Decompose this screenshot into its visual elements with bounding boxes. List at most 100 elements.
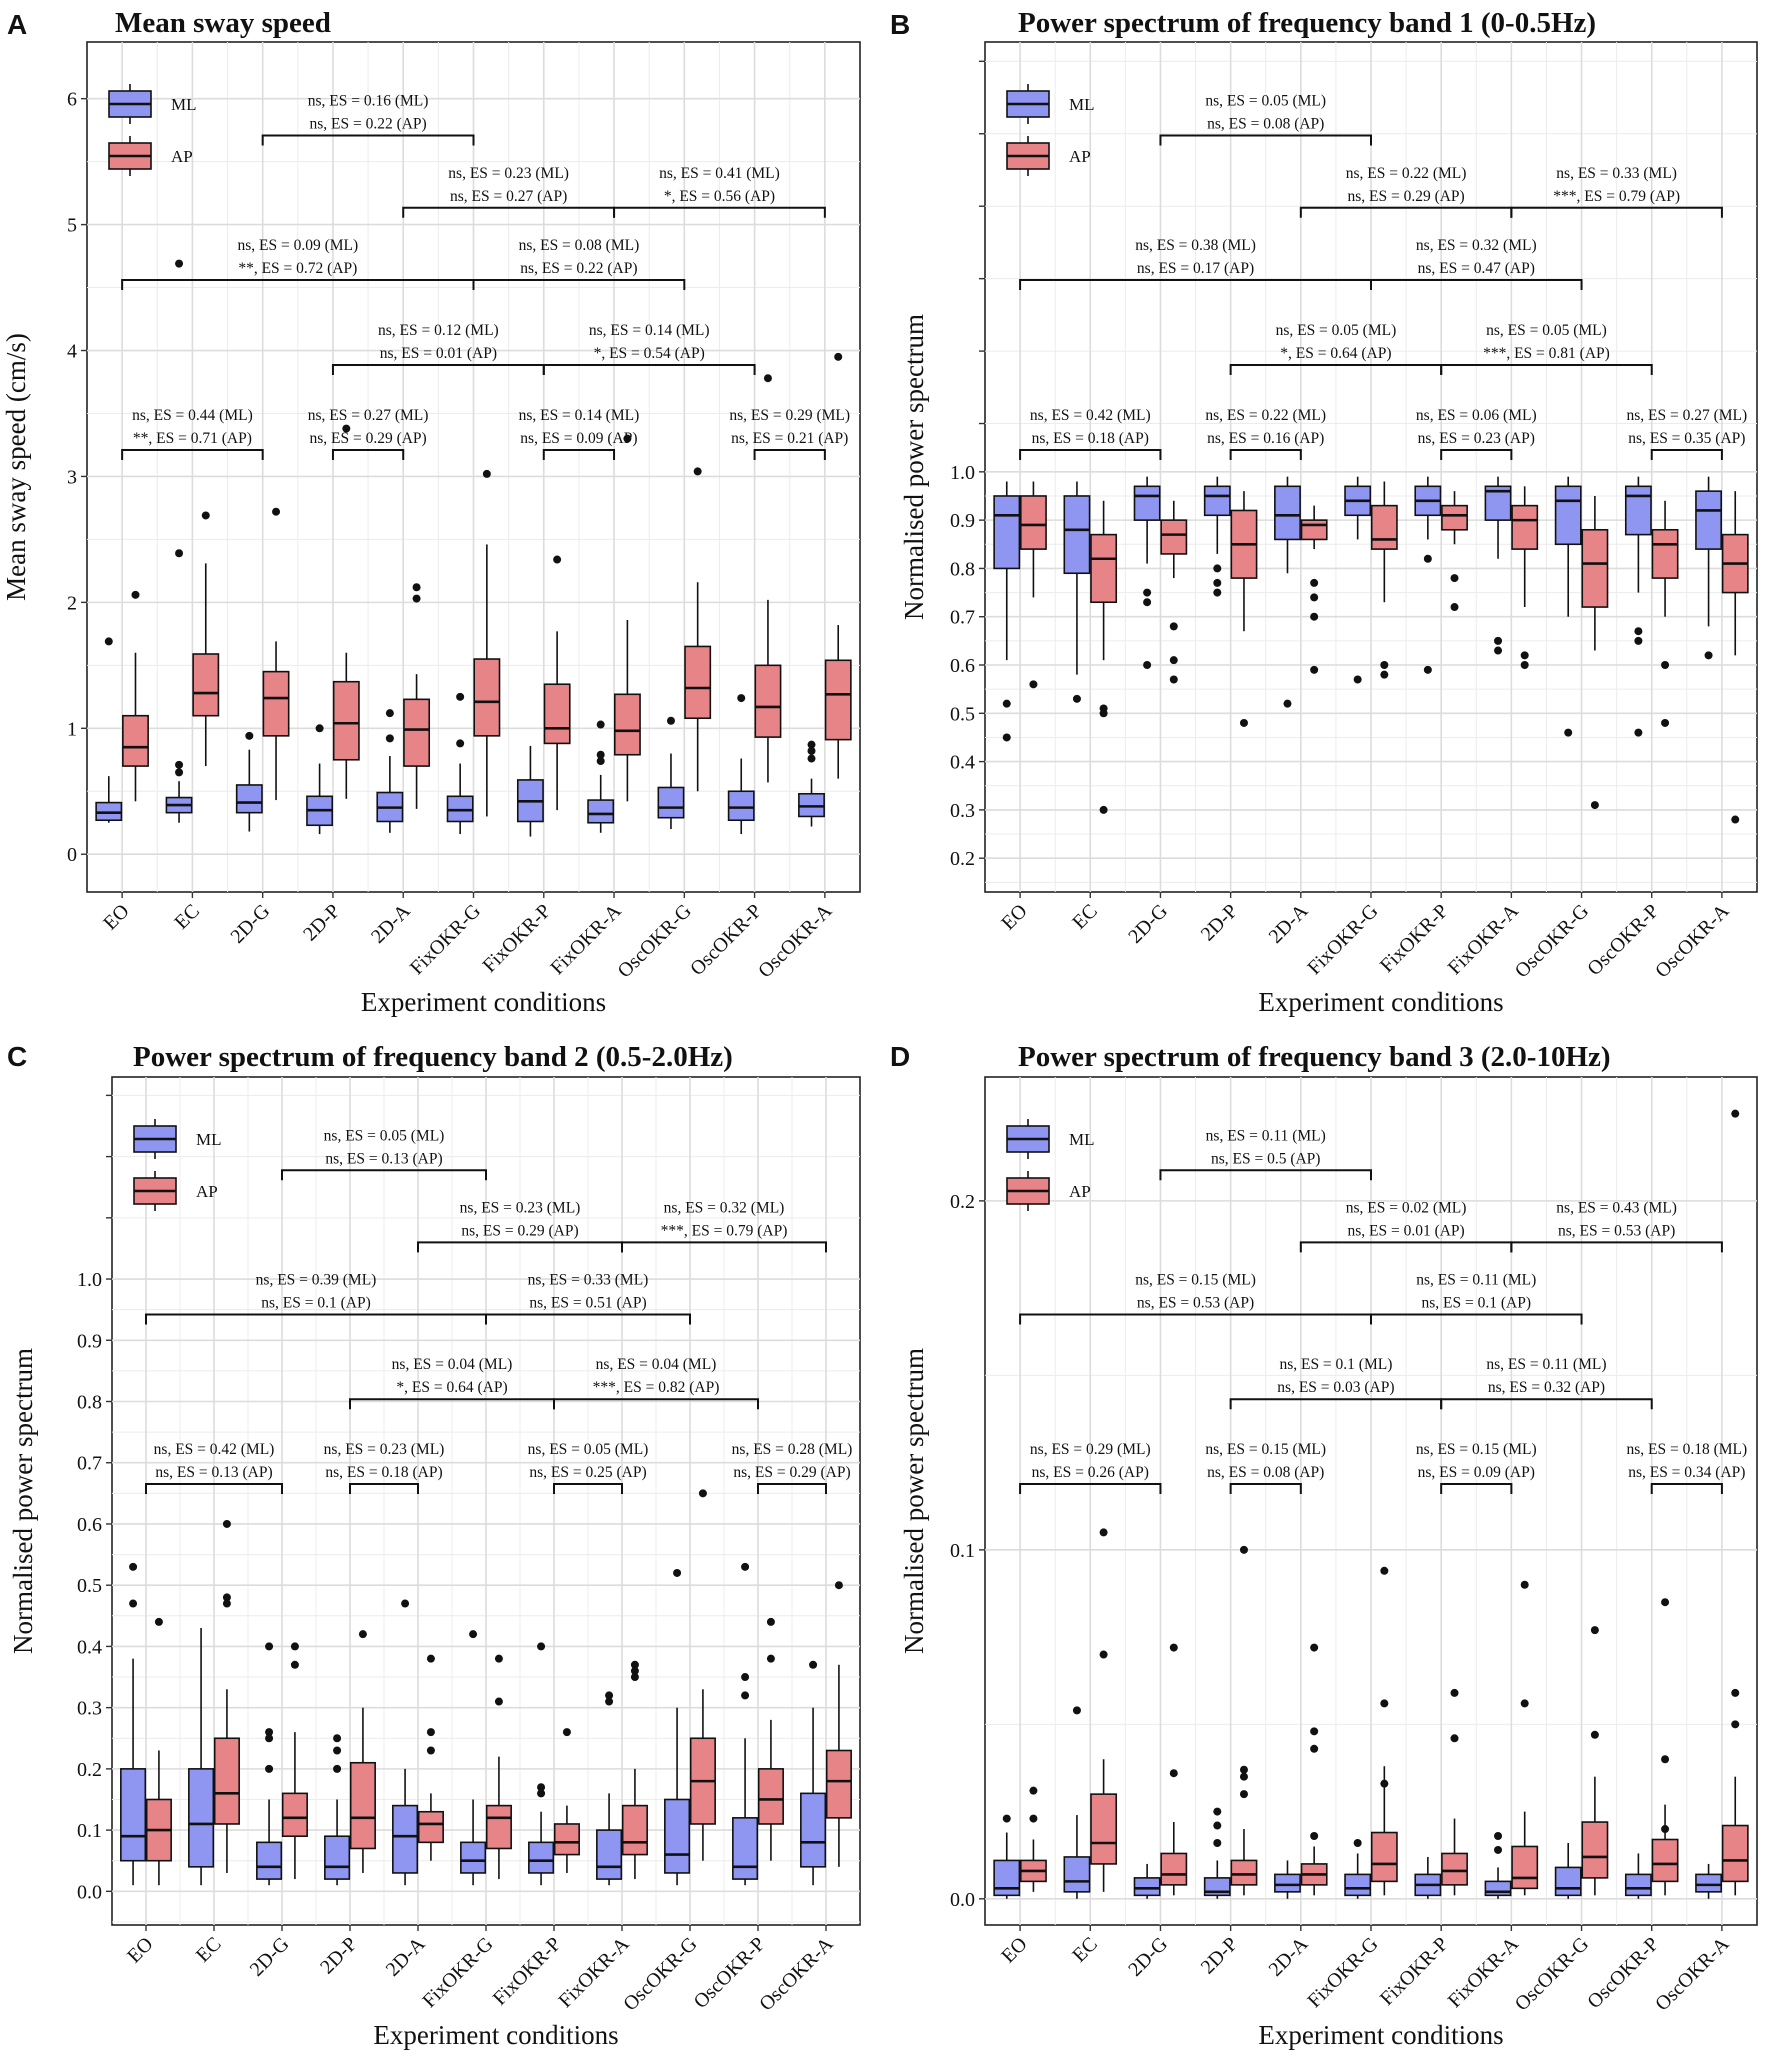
significance-bracket (757, 1483, 827, 1495)
outlier-point (494, 1697, 503, 1706)
outlier-point (1169, 622, 1178, 631)
outlier-point (412, 583, 421, 592)
x-tick-label: FixOKR-P (489, 1933, 566, 2010)
outlier-point (401, 1599, 410, 1608)
outlier-point (1564, 728, 1573, 737)
legend-item-ap: AP (1006, 1171, 1091, 1211)
boxplot-ap (1581, 495, 1609, 810)
outlier-point (265, 1642, 274, 1651)
boxplot-ap (1651, 500, 1679, 727)
annotation-ap: ns, ES = 0.22 (AP) (309, 116, 426, 133)
annotation-ml: ns, ES = 0.15 (ML) (1416, 1441, 1537, 1458)
boxplot-ap (684, 467, 712, 792)
significance-bracket (145, 1483, 283, 1495)
outlier-point (469, 1630, 478, 1639)
boxplot-ml (664, 1568, 691, 1886)
legend-label: AP (171, 147, 193, 166)
significance-bracket (1440, 1398, 1653, 1410)
box (281, 1792, 308, 1838)
significance-annotation: ns, ES = 0.04 (ML) ***, ES = 0.82 (AP) (553, 1356, 759, 1410)
x-tick-label: OscOKR-A (755, 1933, 838, 2016)
x-tick-label: 2D-G (226, 900, 274, 948)
y-tick-label: 0.9 (77, 1330, 102, 1352)
annotation-ap: ns, ES = 0.34 (AP) (1628, 1464, 1745, 1481)
annotation-ap: ns, ES = 0.08 (AP) (1207, 116, 1324, 133)
boxplot-ml (1624, 1853, 1652, 1899)
legend: ML AP (1006, 84, 1095, 176)
outlier-point (1450, 574, 1459, 583)
boxplot-ap (1230, 491, 1258, 727)
outlier-point (623, 434, 632, 443)
y-tick-label: 0.4 (77, 1636, 102, 1658)
chart-title: Power spectrum of frequency band 1 (0-0.… (1018, 7, 1596, 39)
outlier-point (426, 1728, 435, 1737)
annotation-ap: *, ES = 0.54 (AP) (594, 345, 705, 362)
outlier-point (1213, 1821, 1222, 1830)
significance-annotation: ns, ES = 0.05 (ML) ns, ES = 0.13 (AP) (281, 1127, 487, 1181)
series-ml (120, 1562, 827, 1886)
outlier-point (1143, 661, 1152, 670)
outlier-point (265, 1734, 274, 1743)
significance-annotation: ns, ES = 0.11 (ML) ns, ES = 0.32 (AP) (1440, 1356, 1653, 1410)
boxplot-ap (145, 1617, 172, 1886)
outlier-point (596, 720, 605, 729)
outlier-point (1353, 1838, 1362, 1847)
x-tick-label: OscOKR-G (1511, 900, 1593, 982)
boxplot-ml (798, 740, 825, 827)
boxplot-ml (256, 1642, 283, 1886)
annotation-ap: **, ES = 0.71 (AP) (133, 430, 252, 447)
boxplot-ap (1019, 481, 1047, 689)
annotation-ap: ns, ES = 0.17 (AP) (1137, 260, 1254, 277)
boxplot-ml (1344, 476, 1372, 684)
boxplot-ap (1300, 505, 1328, 674)
annotation-ap: ns, ES = 0.53 (AP) (1137, 1294, 1254, 1311)
outlier-point (1213, 578, 1222, 587)
boxplot-ml (1274, 476, 1301, 708)
annotation-ml: ns, ES = 0.12 (ML) (378, 322, 499, 339)
outlier-point (1520, 661, 1529, 670)
annotation-ml: ns, ES = 0.08 (ML) (519, 237, 640, 254)
boxplot-ap (403, 583, 431, 809)
boxplot-ml (1203, 476, 1231, 597)
annotation-ml: ns, ES = 0.22 (ML) (1205, 407, 1326, 424)
outlier-point (1380, 1779, 1389, 1788)
outlier-point (537, 1789, 546, 1798)
annotation-ap: ns, ES = 0.22 (AP) (520, 260, 637, 277)
outlier-point (482, 469, 491, 478)
annotations: ns, ES = 0.29 (ML)ns, ES = 0.26 (AP)ns, … (1019, 1127, 1747, 1495)
boxplot-ml (1414, 1856, 1442, 1899)
significance-annotation: ns, ES = 0.06 (ML) ns, ES = 0.23 (AP) (1416, 407, 1537, 460)
outlier-point (290, 1660, 299, 1669)
boxplot-ap (1019, 1786, 1047, 1892)
significance-bracket (1440, 1483, 1513, 1495)
boxplot-ml (1484, 1832, 1512, 1899)
chart-title: Power spectrum of frequency band 2 (0.5-… (133, 1041, 733, 1073)
box (1695, 490, 1723, 550)
annotation-ap: ns, ES = 0.18 (AP) (1032, 430, 1149, 447)
outlier-point (1634, 728, 1643, 737)
annotations: ns, ES = 0.42 (ML)ns, ES = 0.18 (AP)ns, … (1019, 93, 1747, 460)
significance-annotation: ns, ES = 0.04 (ML) *, ES = 0.64 (AP) (349, 1356, 555, 1410)
outlier-point (1143, 588, 1152, 597)
boxplot-ap (122, 590, 149, 802)
outlier-point (763, 374, 772, 383)
significance-annotation: ns, ES = 0.14 (ML) *, ES = 0.54 (AP) (542, 322, 756, 375)
grid (112, 1077, 860, 1925)
significance-annotation: ns, ES = 0.15 (ML) ns, ES = 0.09 (AP) (1416, 1441, 1537, 1495)
y-tick-label: 0.8 (950, 558, 975, 580)
outlier-point (1099, 1528, 1108, 1537)
legend-label: AP (1069, 1182, 1091, 1201)
boxplot-ap (349, 1630, 376, 1873)
boxplot-ml (800, 1660, 827, 1886)
x-tick-label: EO (997, 1933, 1031, 1967)
significance-annotation: ns, ES = 0.05 (ML) ns, ES = 0.08 (AP) (1159, 93, 1372, 146)
boxplot-ap (1441, 491, 1468, 612)
boxplot-ap (1160, 500, 1188, 684)
legend-item-ap: AP (133, 1171, 218, 1211)
outlier-point (1590, 801, 1599, 810)
annotation-ml: ns, ES = 0.43 (ML) (1556, 1199, 1677, 1216)
legend-item-ml: ML (1006, 1119, 1095, 1159)
boxplot-ml (732, 1562, 759, 1886)
box (528, 1841, 555, 1874)
outlier-point (265, 1764, 274, 1773)
